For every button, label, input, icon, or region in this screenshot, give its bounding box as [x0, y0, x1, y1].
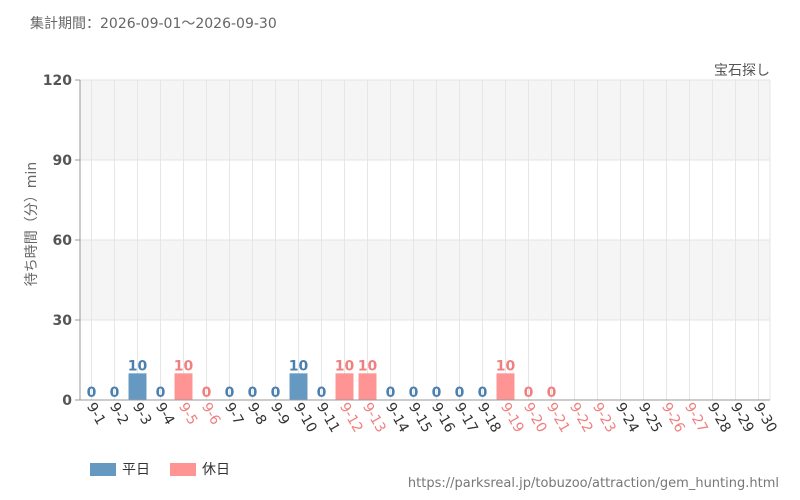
bar: [289, 373, 308, 400]
x-tick-label: 9-4: [152, 400, 177, 428]
bar: [335, 373, 354, 400]
bar-value-label: 0: [156, 385, 166, 401]
x-tick-label: 9-17: [451, 400, 481, 436]
x-tick-label: 9-14: [382, 400, 412, 436]
bar-value-label: 0: [524, 385, 534, 401]
bar-value-label: 0: [110, 385, 120, 401]
y-tick-label: 0: [62, 393, 72, 409]
legend-weekday-label: 平日: [122, 462, 150, 478]
y-tick-label: 120: [43, 73, 72, 89]
x-tick-label: 9-21: [543, 400, 573, 436]
x-tick-label: 9-15: [405, 400, 435, 436]
y-tick-label: 30: [53, 313, 73, 329]
x-tick-label: 9-2: [106, 400, 131, 428]
x-tick-label: 9-5: [175, 400, 200, 428]
bar-value-label: 10: [335, 358, 355, 374]
legend-holiday-swatch: [170, 462, 196, 476]
legend-weekday: 平日: [90, 459, 150, 479]
source-url: https://parksreal.jp/tobuzoo/attraction/…: [407, 476, 779, 491]
x-tick-label: 9-30: [750, 400, 780, 436]
bar-value-label: 0: [225, 385, 235, 401]
bar: [128, 373, 147, 400]
grid-band: [80, 80, 770, 160]
bar-value-label: 0: [547, 385, 557, 401]
x-tick-label: 9-11: [313, 400, 343, 436]
bar-value-label: 0: [386, 385, 396, 401]
bar-value-label: 0: [478, 385, 488, 401]
bar-value-label: 0: [432, 385, 442, 401]
grid-band: [80, 240, 770, 320]
bar: [358, 373, 377, 400]
bar-value-label: 0: [87, 385, 97, 401]
x-tick-label: 9-28: [704, 400, 734, 436]
x-tick-label: 9-20: [520, 400, 550, 436]
x-tick-label: 9-29: [727, 400, 757, 436]
legend: 平日 休日: [90, 459, 250, 479]
x-tick-label: 9-27: [681, 400, 711, 436]
x-tick-label: 9-9: [267, 400, 292, 428]
x-tick-label: 9-23: [589, 400, 619, 436]
x-tick-label: 9-18: [474, 400, 504, 436]
bar-value-label: 10: [289, 358, 309, 374]
x-tick-label: 9-22: [566, 400, 596, 436]
bar: [496, 373, 515, 400]
bar: [174, 373, 193, 400]
x-tick-label: 9-8: [244, 400, 269, 428]
x-tick-label: 9-26: [658, 400, 688, 436]
bar-value-label: 10: [128, 358, 148, 374]
x-tick-label: 9-19: [497, 400, 527, 436]
x-tick-label: 9-6: [198, 400, 223, 428]
period-label: 集計期間：2026-09-01～2026-09-30: [30, 16, 277, 32]
bar-value-label: 0: [455, 385, 465, 401]
bar-value-label: 0: [271, 385, 281, 401]
x-tick-label: 9-25: [635, 400, 665, 436]
x-tick-label: 9-3: [129, 400, 154, 428]
x-tick-label: 9-12: [336, 400, 366, 436]
attraction-name: 宝石探し: [714, 63, 770, 79]
bar-value-label: 0: [409, 385, 419, 401]
bar-value-label: 0: [202, 385, 212, 401]
x-tick-label: 9-10: [290, 400, 320, 436]
bar-value-label: 0: [317, 385, 327, 401]
x-tick-label: 9-16: [428, 400, 458, 436]
bar-value-label: 10: [496, 358, 516, 374]
y-tick-label: 60: [53, 233, 73, 249]
bar-value-label: 10: [358, 358, 378, 374]
x-tick-label: 9-24: [612, 400, 642, 436]
legend-holiday: 休日: [170, 459, 230, 479]
bar-value-label: 10: [174, 358, 194, 374]
x-tick-label: 9-13: [359, 400, 389, 436]
x-tick-label: 9-1: [83, 400, 108, 428]
legend-holiday-label: 休日: [202, 462, 230, 478]
bar-value-label: 0: [248, 385, 258, 401]
y-axis-title: 待ち時間（分）min: [24, 162, 40, 286]
x-tick-label: 9-7: [221, 400, 246, 428]
y-tick-label: 90: [53, 153, 73, 169]
legend-weekday-swatch: [90, 462, 116, 476]
